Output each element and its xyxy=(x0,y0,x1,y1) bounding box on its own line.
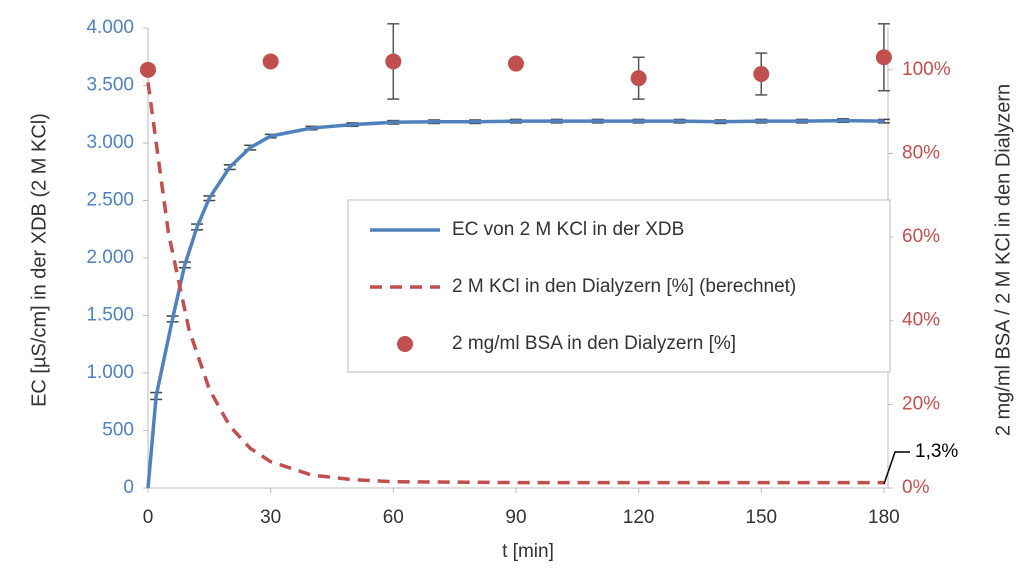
legend-label: 2 M KCl in den Dialyzern [%] (berechnet) xyxy=(452,276,796,297)
y-tick-label: 1.500 xyxy=(86,305,134,326)
y2-tick-label: 60% xyxy=(902,226,940,247)
legend-marker xyxy=(397,336,413,352)
annotation: 1,3% xyxy=(915,441,958,462)
marker xyxy=(507,55,524,72)
x-axis-label: t [min] xyxy=(502,541,554,562)
x-tick-label: 150 xyxy=(745,507,777,528)
line xyxy=(146,82,884,485)
x-tick-label: 60 xyxy=(383,507,404,528)
y2-tick-label: 20% xyxy=(902,393,940,414)
y-tick-label: 500 xyxy=(102,420,134,441)
y-tick-label: 2.000 xyxy=(86,247,134,268)
marker xyxy=(140,61,156,78)
line xyxy=(146,118,884,489)
legend-label: 2 mg/ml BSA in den Dialyzern [%] xyxy=(452,333,736,354)
y-tick-label: 4.000 xyxy=(86,17,134,38)
x-tick-label: 30 xyxy=(260,507,281,528)
x-tick-label: 180 xyxy=(868,507,900,528)
y-tick-label: 3.000 xyxy=(86,132,134,153)
y2-tick-label: 0% xyxy=(902,477,930,498)
marker xyxy=(262,53,279,70)
y-tick-label: 2.500 xyxy=(86,190,134,211)
x-tick-label: 0 xyxy=(143,507,154,528)
y-axis-label: EC [µS/cm] in der XDB (2 M KCl) xyxy=(28,113,50,407)
annotation-leader xyxy=(883,451,910,485)
marker xyxy=(385,53,402,70)
y2-tick-label: 100% xyxy=(902,59,951,80)
legend-label: EC von 2 M KCl in der XDB xyxy=(452,219,684,240)
x-tick-label: 120 xyxy=(623,507,655,528)
y-tick-label: 0 xyxy=(123,477,134,498)
y2-tick-label: 40% xyxy=(902,310,940,331)
y2-tick-label: 80% xyxy=(902,142,940,163)
marker xyxy=(753,66,770,82)
marker xyxy=(875,49,892,66)
marker xyxy=(630,70,647,87)
y2-axis-label: 2 mg/ml BSA / 2 M KCl in den Dialyzern xyxy=(992,84,1014,436)
y-tick-label: 1.000 xyxy=(86,362,134,383)
x-tick-label: 90 xyxy=(505,507,526,528)
y-tick-label: 3.500 xyxy=(86,75,134,96)
